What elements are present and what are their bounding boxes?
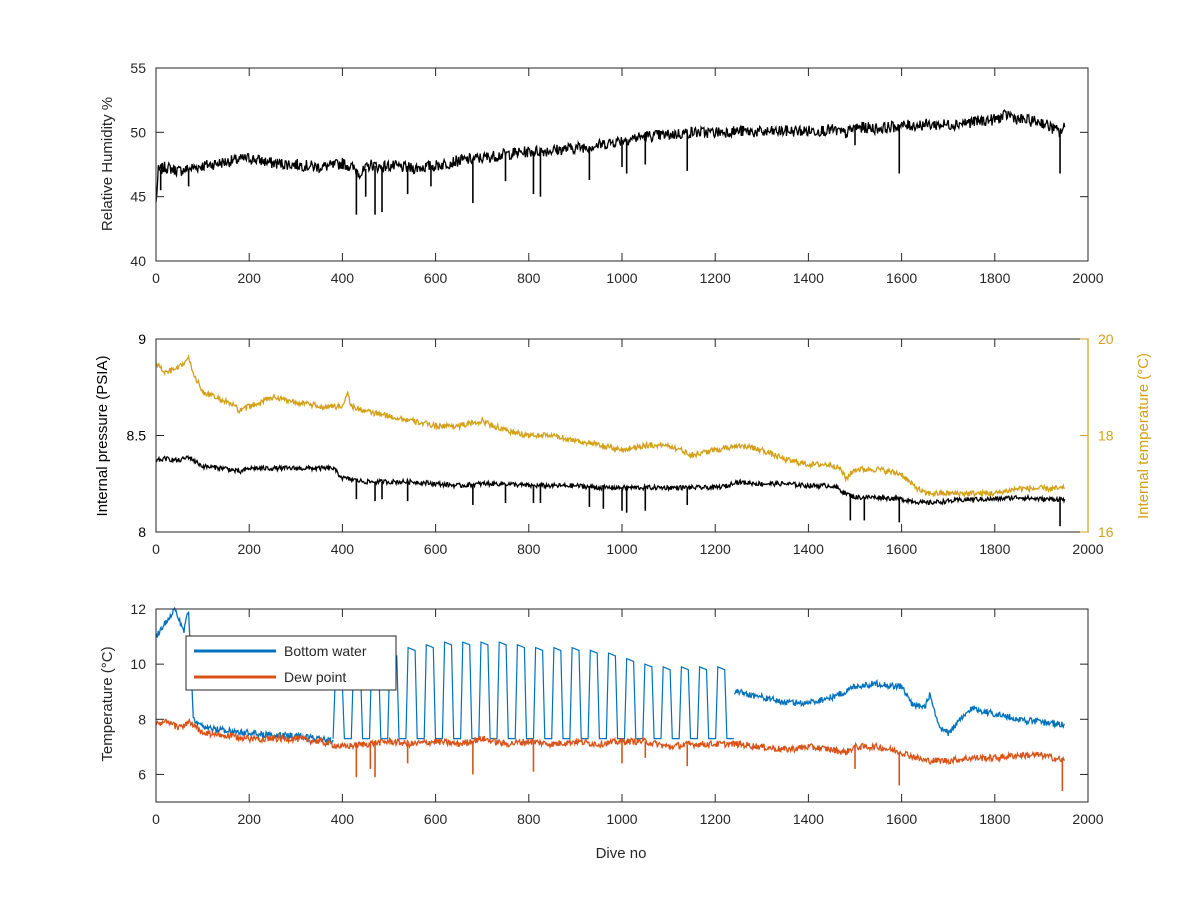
pressure-y-tick-label: 9 [138,331,146,347]
pressure-y-axis-label: Internal pressure (PSIA) [94,356,111,517]
internal-temperature-y-axis-label: Internal temperature (°C) [1135,353,1152,519]
temperature-y-tick-label: 8 [138,711,146,727]
legend-bottom-water-label: Bottom water [284,643,367,659]
pressure-x-tick-label: 600 [424,541,448,557]
humidity-x-tick-label: 2000 [1072,270,1103,286]
temperature-x-tick-label: 600 [424,811,448,827]
internal-temperature-y-tick-label: 16 [1098,524,1114,540]
humidity-y-tick-label: 40 [130,253,146,269]
legend: Bottom water Dew point [185,635,397,691]
pressure-x-tick-label: 1400 [793,541,824,557]
pressure-y-tick-label: 8.5 [127,428,147,444]
pressure-x-tick-label: 2000 [1072,541,1103,557]
temperature-x-tick-label: 2000 [1072,811,1103,827]
humidity-x-tick-label: 1400 [793,270,824,286]
temperature-x-tick-label: 1600 [886,811,917,827]
temperature-x-tick-label: 1200 [700,811,731,827]
temperature-y-tick-label: 6 [138,766,146,782]
humidity-x-tick-label: 1600 [886,270,917,286]
internal-temperature-y-tick-label: 18 [1098,428,1114,444]
internal-temperature-y-tick-label: 20 [1098,331,1114,347]
humidity-x-tick-label: 1800 [979,270,1010,286]
pressure-x-tick-label: 400 [331,541,355,557]
temperature-x-tick-label: 1800 [979,811,1010,827]
humidity-y-tick-label: 55 [130,60,146,76]
humidity-x-tick-label: 800 [517,270,541,286]
humidity-panel: 0 200 400 600 800 1000 1200 1400 1600 1800 2000 40 4… [99,60,1104,286]
humidity-x-tick-label: 0 [152,270,160,286]
humidity-y-axis-label: Relative Humidity % [99,97,116,231]
pressure-x-tick-label: 1200 [700,541,731,557]
pressure-series-1-line [155,455,1066,506]
humidity-x-tick-label: 400 [331,270,355,286]
temperature-x-tick-label: 800 [517,811,541,827]
pressure-x-tick-label: 0 [152,541,160,557]
humidity-x-tick-label: 600 [424,270,448,286]
pressure-x-tick-label: 200 [238,541,262,557]
bottom-water-oscillation-line [332,641,734,740]
pressure-x-tick-label: 1000 [606,541,637,557]
x-axis-label: Dive no [596,845,647,862]
temperature-x-tick-label: 1000 [606,811,637,827]
temperature-x-tick-label: 1400 [793,811,824,827]
pressure-x-tick-label: 1600 [886,541,917,557]
pressure-series-0-line [155,353,1066,499]
pressure-y-tick-label: 8 [138,524,146,540]
pressure-temperature-panel: 0 200 400 600 800 1000 1200 1400 1600 1800 2000 8 8.… [94,331,1152,557]
humidity-x-tick-label: 1000 [606,270,637,286]
humidity-x-tick-label: 200 [238,270,262,286]
humidity-series-0-line [155,109,1066,203]
legend-box [185,635,397,691]
dew-point-line [155,717,1066,766]
temperature-y-tick-label: 10 [130,656,146,672]
temperature-x-tick-label: 0 [152,811,160,827]
temperature-y-tick-label: 12 [130,601,146,617]
temperature-x-tick-label: 400 [331,811,355,827]
temperature-x-tick-label: 200 [238,811,262,827]
humidity-y-tick-label: 45 [130,189,146,205]
temperature-y-axis-label: Temperature (°C) [99,646,116,761]
humidity-y-tick-label: 50 [130,124,146,140]
humidity-x-tick-label: 1200 [700,270,731,286]
pressure-x-tick-label: 1800 [979,541,1010,557]
pressure-x-tick-label: 800 [517,541,541,557]
temperature-panel: 0 200 400 600 800 1000 1200 1400 1600 1800 2000 6 8 1… [99,601,1104,862]
legend-dew-point-label: Dew point [284,669,346,685]
